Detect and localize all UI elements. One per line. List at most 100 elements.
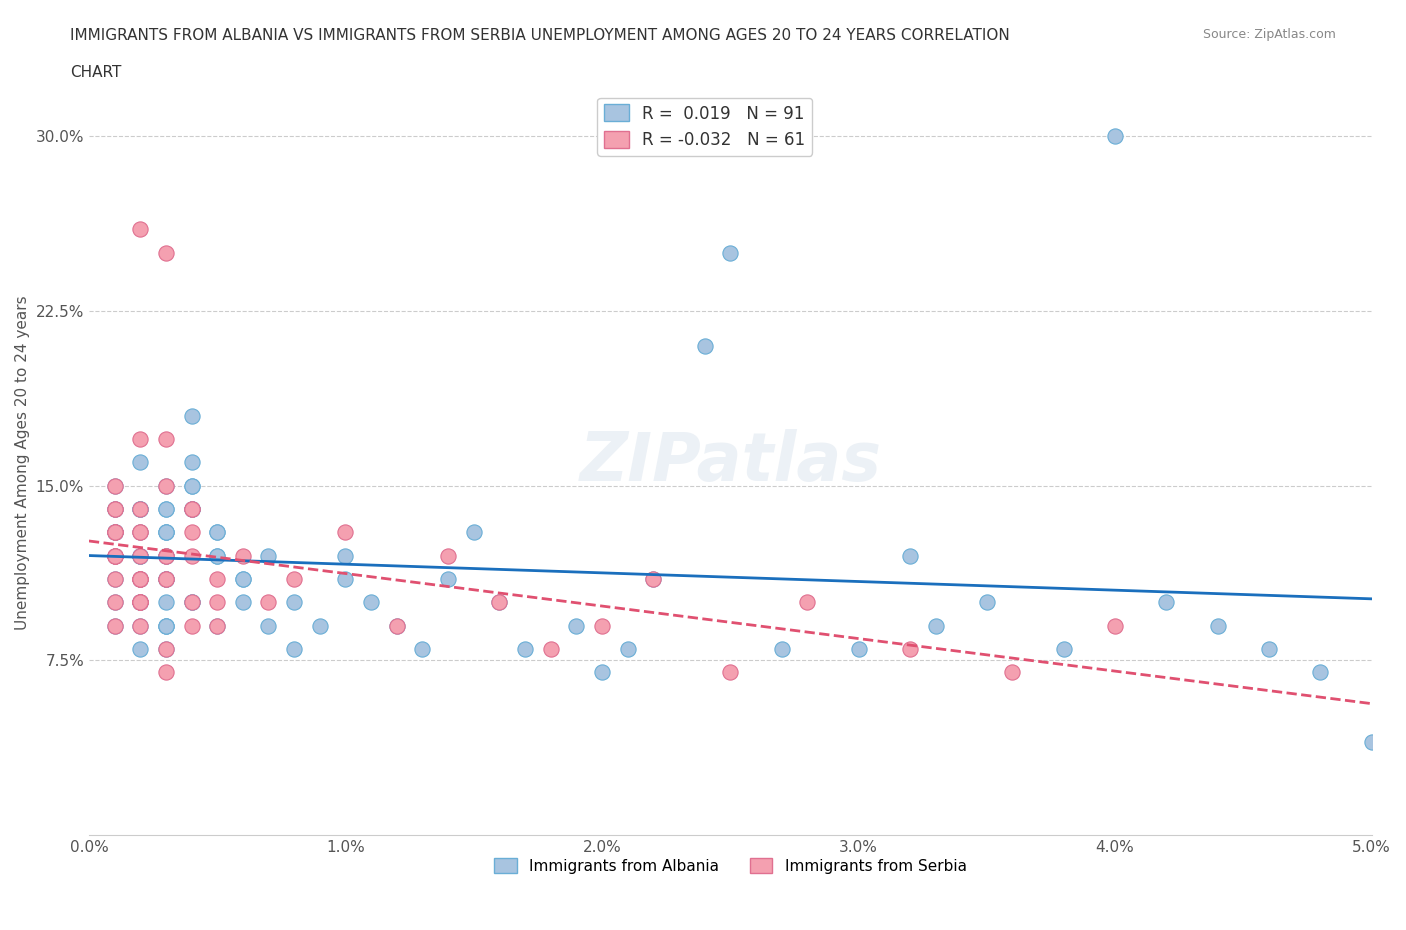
Immigrants from Albania [155,595,177,610]
Immigrants from Albania [103,525,125,539]
Immigrants from Serbia [103,501,125,516]
Immigrants from Albania [155,571,177,586]
Immigrants from Albania [103,525,125,539]
Immigrants from Serbia [437,548,460,563]
Immigrants from Serbia [155,571,177,586]
Immigrants from Albania [180,501,202,516]
Immigrants from Albania [232,571,254,586]
Immigrants from Albania [103,595,125,610]
Immigrants from Albania [898,548,921,563]
Immigrants from Albania [129,595,152,610]
Immigrants from Albania [1309,665,1331,680]
Immigrants from Serbia [155,571,177,586]
Immigrants from Albania [155,618,177,633]
Immigrants from Albania [385,618,408,633]
Immigrants from Albania [180,478,202,493]
Immigrants from Albania [129,501,152,516]
Immigrants from Serbia [129,618,152,633]
Immigrants from Albania [643,571,665,586]
Immigrants from Albania [1053,642,1076,657]
Immigrants from Albania [232,595,254,610]
Immigrants from Albania [103,525,125,539]
Immigrants from Albania [155,525,177,539]
Immigrants from Serbia [129,525,152,539]
Immigrants from Albania [155,618,177,633]
Immigrants from Serbia [103,548,125,563]
Immigrants from Serbia [129,548,152,563]
Immigrants from Albania [103,571,125,586]
Immigrants from Serbia [103,525,125,539]
Immigrants from Albania [591,665,613,680]
Immigrants from Albania [1258,642,1281,657]
Immigrants from Serbia [205,571,228,586]
Immigrants from Albania [129,571,152,586]
Immigrants from Serbia [1104,618,1126,633]
Immigrants from Serbia [103,548,125,563]
Immigrants from Albania [155,571,177,586]
Y-axis label: Unemployment Among Ages 20 to 24 years: Unemployment Among Ages 20 to 24 years [15,295,30,630]
Immigrants from Albania [308,618,330,633]
Immigrants from Albania [205,525,228,539]
Immigrants from Albania [1206,618,1229,633]
Immigrants from Albania [232,571,254,586]
Immigrants from Serbia [129,595,152,610]
Immigrants from Serbia [488,595,510,610]
Immigrants from Albania [1104,128,1126,143]
Immigrants from Albania [924,618,946,633]
Immigrants from Albania [770,642,793,657]
Immigrants from Albania [129,548,152,563]
Immigrants from Albania [103,618,125,633]
Immigrants from Serbia [232,548,254,563]
Immigrants from Albania [103,525,125,539]
Immigrants from Albania [411,642,433,657]
Immigrants from Serbia [335,525,357,539]
Immigrants from Serbia [1001,665,1024,680]
Immigrants from Serbia [205,618,228,633]
Immigrants from Albania [180,501,202,516]
Immigrants from Serbia [283,571,305,586]
Immigrants from Serbia [129,571,152,586]
Immigrants from Albania [129,595,152,610]
Immigrants from Serbia [257,595,280,610]
Immigrants from Albania [129,548,152,563]
Immigrants from Serbia [129,571,152,586]
Immigrants from Albania [129,501,152,516]
Immigrants from Serbia [643,571,665,586]
Immigrants from Albania [180,595,202,610]
Immigrants from Albania [129,595,152,610]
Legend: Immigrants from Albania, Immigrants from Serbia: Immigrants from Albania, Immigrants from… [488,852,973,880]
Immigrants from Albania [180,408,202,423]
Immigrants from Albania [283,642,305,657]
Text: CHART: CHART [70,65,122,80]
Immigrants from Serbia [180,548,202,563]
Immigrants from Albania [155,501,177,516]
Immigrants from Serbia [205,595,228,610]
Immigrants from Serbia [155,665,177,680]
Immigrants from Albania [488,595,510,610]
Immigrants from Albania [155,548,177,563]
Immigrants from Albania [180,595,202,610]
Immigrants from Albania [103,501,125,516]
Immigrants from Albania [205,548,228,563]
Immigrants from Albania [463,525,485,539]
Immigrants from Albania [129,455,152,470]
Immigrants from Albania [693,339,716,353]
Immigrants from Serbia [540,642,562,657]
Immigrants from Serbia [180,525,202,539]
Immigrants from Albania [103,548,125,563]
Immigrants from Albania [129,642,152,657]
Immigrants from Albania [437,571,460,586]
Immigrants from Albania [103,501,125,516]
Immigrants from Serbia [129,595,152,610]
Immigrants from Albania [155,571,177,586]
Immigrants from Albania [513,642,536,657]
Immigrants from Serbia [155,478,177,493]
Immigrants from Albania [129,618,152,633]
Immigrants from Albania [155,618,177,633]
Immigrants from Serbia [155,548,177,563]
Immigrants from Serbia [129,571,152,586]
Immigrants from Serbia [898,642,921,657]
Immigrants from Albania [848,642,870,657]
Immigrants from Albania [205,525,228,539]
Immigrants from Albania [360,595,382,610]
